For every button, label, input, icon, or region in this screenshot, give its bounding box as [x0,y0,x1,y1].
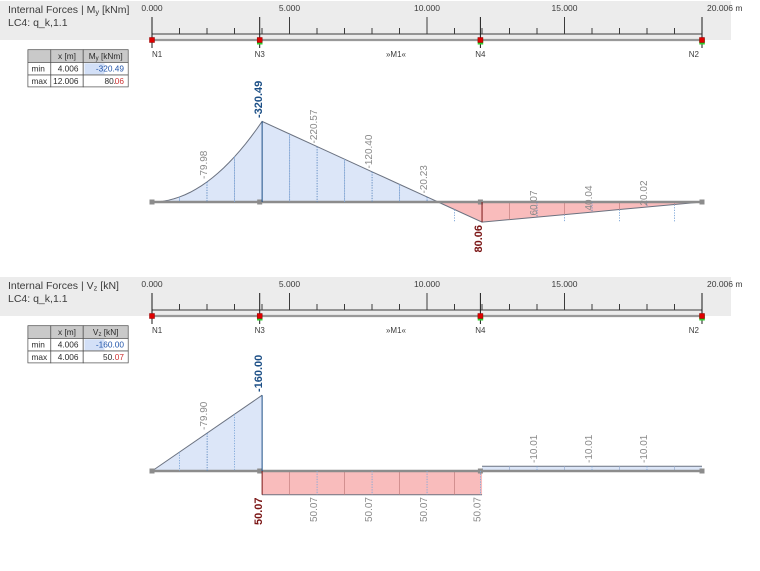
svg-text:N4: N4 [475,50,486,59]
svg-text:20.02: 20.02 [639,180,650,205]
svg-text:40.04: 40.04 [584,185,595,210]
svg-text:50.: 50. [103,352,115,362]
svg-text:max: max [32,76,49,86]
svg-text:60.07: 60.07 [529,190,540,215]
svg-text:80.06: 80.06 [473,225,485,253]
svg-text:max: max [32,352,49,362]
svg-text:06: 06 [115,76,125,86]
svg-text:12.006: 12.006 [53,76,79,86]
svg-text:-79.90: -79.90 [199,401,210,430]
svg-text:N1: N1 [152,326,163,335]
svg-text:-79.98: -79.98 [199,150,210,179]
svg-text:»M1«: »M1« [386,326,407,335]
svg-text:LC4: q_k,1.1: LC4: q_k,1.1 [8,17,68,29]
svg-text:50.07: 50.07 [253,498,265,526]
svg-text:20.006 m: 20.006 m [707,279,742,289]
svg-text:Internal Forces | Vz [kN]: Internal Forces | Vz [kN] [8,280,119,293]
svg-text:4.006: 4.006 [58,352,79,362]
svg-text:min: min [32,340,46,350]
svg-text:4.006: 4.006 [58,64,79,74]
svg-text:N1: N1 [152,50,163,59]
svg-text:LC4: q_k,1.1: LC4: q_k,1.1 [8,293,68,305]
svg-text:-10.01: -10.01 [529,434,540,463]
svg-text:-120.40: -120.40 [364,134,375,168]
svg-text:-10.01: -10.01 [639,434,650,463]
svg-text:5.000: 5.000 [279,279,301,289]
svg-text:My [kNm]: My [kNm] [89,51,123,62]
svg-text:Internal Forces | My [kNm]: Internal Forces | My [kNm] [8,4,130,17]
svg-text:07: 07 [115,352,125,362]
svg-text:5.000: 5.000 [279,3,301,13]
svg-text:50.07: 50.07 [419,497,430,522]
svg-text:-320.49: -320.49 [96,64,125,74]
svg-text:min: min [32,64,46,74]
svg-text:-160.00: -160.00 [253,355,265,392]
svg-text:»M1«: »M1« [386,50,407,59]
svg-text:-20.23: -20.23 [419,165,430,194]
svg-text:50.07: 50.07 [309,497,320,522]
svg-text:Vz [kN]: Vz [kN] [93,327,119,338]
svg-text:0.000: 0.000 [141,279,163,289]
svg-text:50.07: 50.07 [364,497,375,522]
svg-text:-10.01: -10.01 [584,434,595,463]
svg-text:50.07: 50.07 [473,497,484,522]
svg-text:-220.57: -220.57 [309,109,320,143]
svg-text:N2: N2 [689,50,700,59]
svg-text:x [m]: x [m] [58,327,76,337]
svg-text:15.000: 15.000 [552,279,578,289]
svg-text:10.000: 10.000 [414,279,440,289]
svg-text:N2: N2 [689,326,700,335]
svg-text:4.006: 4.006 [58,340,79,350]
svg-text:N3: N3 [255,50,266,59]
svg-text:15.000: 15.000 [552,3,578,13]
svg-text:N4: N4 [475,326,486,335]
svg-text:-160.00: -160.00 [96,340,125,350]
svg-text:N3: N3 [255,326,266,335]
svg-text:0.000: 0.000 [141,3,163,13]
svg-text:20.006 m: 20.006 m [707,3,742,13]
svg-text:-320.49: -320.49 [253,81,265,118]
svg-text:10.000: 10.000 [414,3,440,13]
svg-text:x [m]: x [m] [58,51,76,61]
